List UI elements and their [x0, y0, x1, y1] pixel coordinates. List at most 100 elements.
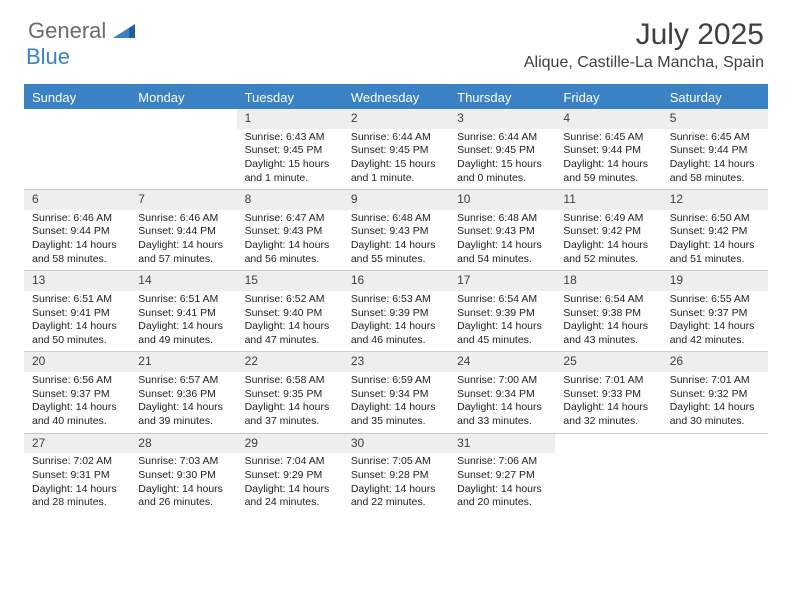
- sunrise-text: Sunrise: 6:48 AM: [457, 212, 547, 226]
- day-cell: 31Sunrise: 7:06 AMSunset: 9:27 PMDayligh…: [449, 434, 555, 514]
- sunset-text: Sunset: 9:45 PM: [245, 144, 335, 158]
- daylight-text: Daylight: 15 hours and 1 minute.: [351, 158, 441, 185]
- day-body: Sunrise: 6:46 AMSunset: 9:44 PMDaylight:…: [24, 210, 130, 271]
- day-body: Sunrise: 6:54 AMSunset: 9:39 PMDaylight:…: [449, 291, 555, 352]
- daylight-text: Daylight: 14 hours and 58 minutes.: [32, 239, 122, 266]
- day-body: Sunrise: 6:59 AMSunset: 9:34 PMDaylight:…: [343, 372, 449, 433]
- daylight-text: Daylight: 15 hours and 1 minute.: [245, 158, 335, 185]
- day-cell: [24, 109, 130, 189]
- daylight-text: Daylight: 14 hours and 49 minutes.: [138, 320, 228, 347]
- month-title: July 2025: [524, 18, 764, 52]
- day-cell: 1Sunrise: 6:43 AMSunset: 9:45 PMDaylight…: [237, 109, 343, 189]
- day-body: Sunrise: 7:00 AMSunset: 9:34 PMDaylight:…: [449, 372, 555, 433]
- week-row: 13Sunrise: 6:51 AMSunset: 9:41 PMDayligh…: [24, 270, 768, 351]
- sunset-text: Sunset: 9:27 PM: [457, 469, 547, 483]
- day-cell: 11Sunrise: 6:49 AMSunset: 9:42 PMDayligh…: [555, 190, 661, 270]
- sunset-text: Sunset: 9:28 PM: [351, 469, 441, 483]
- weekday-header: Tuesday: [237, 86, 343, 109]
- daylight-text: Daylight: 14 hours and 47 minutes.: [245, 320, 335, 347]
- day-number: 3: [449, 109, 555, 129]
- sunset-text: Sunset: 9:40 PM: [245, 307, 335, 321]
- day-cell: 8Sunrise: 6:47 AMSunset: 9:43 PMDaylight…: [237, 190, 343, 270]
- day-number: 12: [662, 190, 768, 210]
- title-block: July 2025 Alique, Castille-La Mancha, Sp…: [524, 18, 764, 72]
- sunrise-text: Sunrise: 6:53 AM: [351, 293, 441, 307]
- day-cell: [130, 109, 236, 189]
- daylight-text: Daylight: 15 hours and 0 minutes.: [457, 158, 547, 185]
- daylight-text: Daylight: 14 hours and 39 minutes.: [138, 401, 228, 428]
- day-body: Sunrise: 7:02 AMSunset: 9:31 PMDaylight:…: [24, 453, 130, 514]
- sunset-text: Sunset: 9:35 PM: [245, 388, 335, 402]
- day-body: Sunrise: 6:44 AMSunset: 9:45 PMDaylight:…: [343, 129, 449, 190]
- day-cell: 12Sunrise: 6:50 AMSunset: 9:42 PMDayligh…: [662, 190, 768, 270]
- daylight-text: Daylight: 14 hours and 26 minutes.: [138, 483, 228, 510]
- day-body: Sunrise: 6:52 AMSunset: 9:40 PMDaylight:…: [237, 291, 343, 352]
- day-cell: 13Sunrise: 6:51 AMSunset: 9:41 PMDayligh…: [24, 271, 130, 351]
- day-cell: 29Sunrise: 7:04 AMSunset: 9:29 PMDayligh…: [237, 434, 343, 514]
- day-number: 24: [449, 352, 555, 372]
- daylight-text: Daylight: 14 hours and 32 minutes.: [563, 401, 653, 428]
- day-body: Sunrise: 6:51 AMSunset: 9:41 PMDaylight:…: [130, 291, 236, 352]
- sunrise-text: Sunrise: 7:01 AM: [563, 374, 653, 388]
- day-body: Sunrise: 7:01 AMSunset: 9:32 PMDaylight:…: [662, 372, 768, 433]
- day-cell: 23Sunrise: 6:59 AMSunset: 9:34 PMDayligh…: [343, 352, 449, 432]
- day-number: 27: [24, 434, 130, 454]
- day-number: 8: [237, 190, 343, 210]
- sunrise-text: Sunrise: 7:03 AM: [138, 455, 228, 469]
- sunset-text: Sunset: 9:42 PM: [563, 225, 653, 239]
- day-number: 5: [662, 109, 768, 129]
- day-number: 14: [130, 271, 236, 291]
- day-body: Sunrise: 6:47 AMSunset: 9:43 PMDaylight:…: [237, 210, 343, 271]
- day-body: Sunrise: 6:46 AMSunset: 9:44 PMDaylight:…: [130, 210, 236, 271]
- day-body: Sunrise: 6:56 AMSunset: 9:37 PMDaylight:…: [24, 372, 130, 433]
- sunrise-text: Sunrise: 6:51 AM: [32, 293, 122, 307]
- day-body: Sunrise: 7:05 AMSunset: 9:28 PMDaylight:…: [343, 453, 449, 514]
- daylight-text: Daylight: 14 hours and 54 minutes.: [457, 239, 547, 266]
- daylight-text: Daylight: 14 hours and 35 minutes.: [351, 401, 441, 428]
- brand-triangle-icon: [113, 25, 135, 42]
- day-body: Sunrise: 6:55 AMSunset: 9:37 PMDaylight:…: [662, 291, 768, 352]
- day-number: 16: [343, 271, 449, 291]
- sunrise-text: Sunrise: 7:04 AM: [245, 455, 335, 469]
- day-number: 17: [449, 271, 555, 291]
- day-cell: [555, 434, 661, 514]
- brand-general: General: [28, 18, 106, 43]
- day-body: Sunrise: 6:58 AMSunset: 9:35 PMDaylight:…: [237, 372, 343, 433]
- sunrise-text: Sunrise: 6:45 AM: [563, 131, 653, 145]
- sunset-text: Sunset: 9:45 PM: [351, 144, 441, 158]
- weekday-header: Monday: [130, 86, 236, 109]
- daylight-text: Daylight: 14 hours and 51 minutes.: [670, 239, 760, 266]
- daylight-text: Daylight: 14 hours and 57 minutes.: [138, 239, 228, 266]
- day-body: Sunrise: 7:01 AMSunset: 9:33 PMDaylight:…: [555, 372, 661, 433]
- calendar-grid: Sunday Monday Tuesday Wednesday Thursday…: [24, 84, 768, 514]
- day-number: 7: [130, 190, 236, 210]
- sunrise-text: Sunrise: 7:05 AM: [351, 455, 441, 469]
- brand-logo: General Blue: [28, 18, 135, 70]
- day-body: Sunrise: 6:50 AMSunset: 9:42 PMDaylight:…: [662, 210, 768, 271]
- sunset-text: Sunset: 9:34 PM: [351, 388, 441, 402]
- daylight-text: Daylight: 14 hours and 28 minutes.: [32, 483, 122, 510]
- day-cell: 20Sunrise: 6:56 AMSunset: 9:37 PMDayligh…: [24, 352, 130, 432]
- day-cell: 21Sunrise: 6:57 AMSunset: 9:36 PMDayligh…: [130, 352, 236, 432]
- day-body: Sunrise: 6:54 AMSunset: 9:38 PMDaylight:…: [555, 291, 661, 352]
- day-number: 29: [237, 434, 343, 454]
- daylight-text: Daylight: 14 hours and 24 minutes.: [245, 483, 335, 510]
- sunrise-text: Sunrise: 7:02 AM: [32, 455, 122, 469]
- day-number: 30: [343, 434, 449, 454]
- sunrise-text: Sunrise: 6:59 AM: [351, 374, 441, 388]
- sunset-text: Sunset: 9:32 PM: [670, 388, 760, 402]
- day-cell: 7Sunrise: 6:46 AMSunset: 9:44 PMDaylight…: [130, 190, 236, 270]
- day-number: 9: [343, 190, 449, 210]
- sunrise-text: Sunrise: 6:46 AM: [138, 212, 228, 226]
- weekday-header: Wednesday: [343, 86, 449, 109]
- day-cell: 30Sunrise: 7:05 AMSunset: 9:28 PMDayligh…: [343, 434, 449, 514]
- sunset-text: Sunset: 9:41 PM: [138, 307, 228, 321]
- day-cell: 17Sunrise: 6:54 AMSunset: 9:39 PMDayligh…: [449, 271, 555, 351]
- day-cell: 14Sunrise: 6:51 AMSunset: 9:41 PMDayligh…: [130, 271, 236, 351]
- day-body: Sunrise: 6:53 AMSunset: 9:39 PMDaylight:…: [343, 291, 449, 352]
- brand-blue: Blue: [26, 44, 70, 69]
- day-body: Sunrise: 6:49 AMSunset: 9:42 PMDaylight:…: [555, 210, 661, 271]
- day-cell: 19Sunrise: 6:55 AMSunset: 9:37 PMDayligh…: [662, 271, 768, 351]
- sunset-text: Sunset: 9:44 PM: [670, 144, 760, 158]
- day-number: 2: [343, 109, 449, 129]
